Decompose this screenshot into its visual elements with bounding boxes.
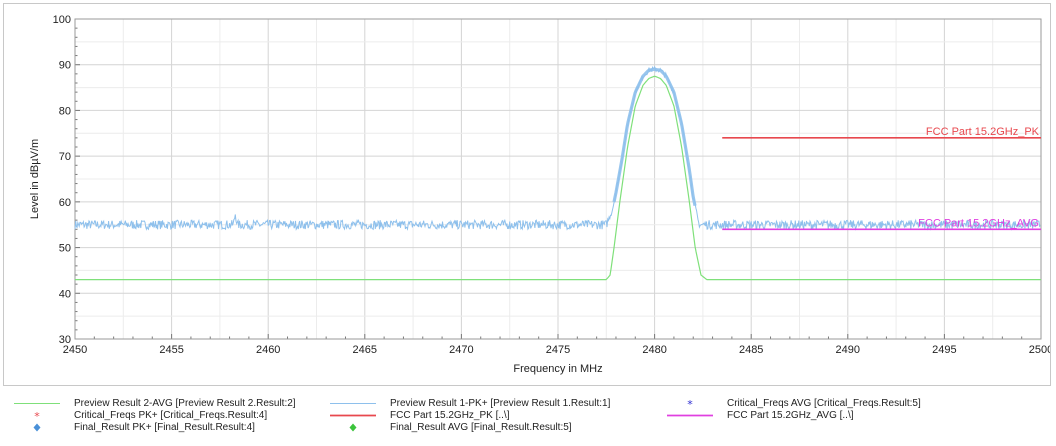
y-tick-label: 80 <box>59 105 71 117</box>
legend-symbol: * <box>34 410 40 421</box>
x-tick-label: 2450 <box>63 344 87 356</box>
legend-label: Critical_Freqs PK+ [Critical_Freqs.Resul… <box>74 410 268 421</box>
legend-star-marker: * <box>687 398 693 409</box>
series-preview-result-2-avg <box>75 75 1041 281</box>
x-tick-label: 2475 <box>546 344 570 356</box>
y-tick-label: 50 <box>59 243 71 255</box>
x-tick-label: 2470 <box>449 344 473 356</box>
legend-symbol <box>667 414 713 417</box>
x-axis-title: Frequency in MHz <box>513 363 602 375</box>
legend-symbol <box>14 403 60 404</box>
plot-area-border <box>74 18 1042 340</box>
limit-label: FCC Part 15.2GHz_PK <box>926 126 1040 138</box>
series-preview-result-1-pk- <box>74 65 1041 231</box>
y-tick-label: 70 <box>59 151 71 163</box>
legend-label: Final_Result AVG [Final_Result.Result:5] <box>390 422 572 433</box>
x-tick-label: 2465 <box>353 344 377 356</box>
emission-plot: 2450 2455 2460 2465 2470 2475 2480 2485 2490 2495… <box>29 14 1050 375</box>
x-tick-label: 2500 <box>1029 344 1050 356</box>
x-tick-label: 2455 <box>159 344 183 356</box>
y-tick-label: 100 <box>53 14 71 26</box>
legend-label: FCC Part 15.2GHz_AVG [..\] <box>727 410 854 421</box>
y-tick-label: 40 <box>59 288 71 300</box>
x-tick-label: 2495 <box>932 344 956 356</box>
chart-frame: 2450 2455 2460 2465 2470 2475 2480 2485 2490 2495… <box>3 3 1051 386</box>
legend-symbol <box>33 423 41 432</box>
grid <box>74 18 1042 340</box>
limit-label: FCC Part 15.2GHz_AVG <box>918 217 1039 229</box>
y-tick-label: 60 <box>59 197 71 209</box>
legend-diamond-marker <box>349 423 357 432</box>
y-axis-title: Level in dBµV/m <box>29 139 41 219</box>
x-tick-label: 2480 <box>642 344 666 356</box>
x-tick-label: 2490 <box>836 344 860 356</box>
legend: Preview Result 2-AVG [Preview Result 2.R… <box>0 397 1056 445</box>
legend-symbol <box>330 414 376 417</box>
legend-label: Final_Result PK+ [Final_Result.Result:4] <box>74 422 255 433</box>
x-tick-label: 2460 <box>256 344 280 356</box>
legend-symbol: * <box>687 398 693 409</box>
limit-labels: FCC Part 15.2GHz_PK FCC Part 15.2GHz_AVG <box>918 126 1040 229</box>
y-tick-label: 30 <box>59 334 71 346</box>
legend-label: Critical_Freqs AVG [Critical_Freqs.Resul… <box>727 398 921 409</box>
series-layer <box>74 65 1041 281</box>
series-avg-peak-band <box>612 67 697 207</box>
legend-symbol <box>349 423 357 432</box>
legend-label: Preview Result 2-AVG [Preview Result 2.R… <box>74 398 296 409</box>
legend-label: Preview Result 1-PK+ [Preview Result 1.R… <box>390 398 611 409</box>
y-tick-label: 90 <box>59 60 71 72</box>
x-tick-label: 2485 <box>739 344 763 356</box>
legend-symbol <box>330 403 376 404</box>
legend-label: FCC Part 15.2GHz_PK [..\] <box>390 410 510 421</box>
legend-star-marker: * <box>34 410 40 421</box>
tick-labels: 2450 2455 2460 2465 2470 2475 2480 2485 2490 2495… <box>53 14 1050 356</box>
legend-diamond-marker <box>33 423 41 432</box>
